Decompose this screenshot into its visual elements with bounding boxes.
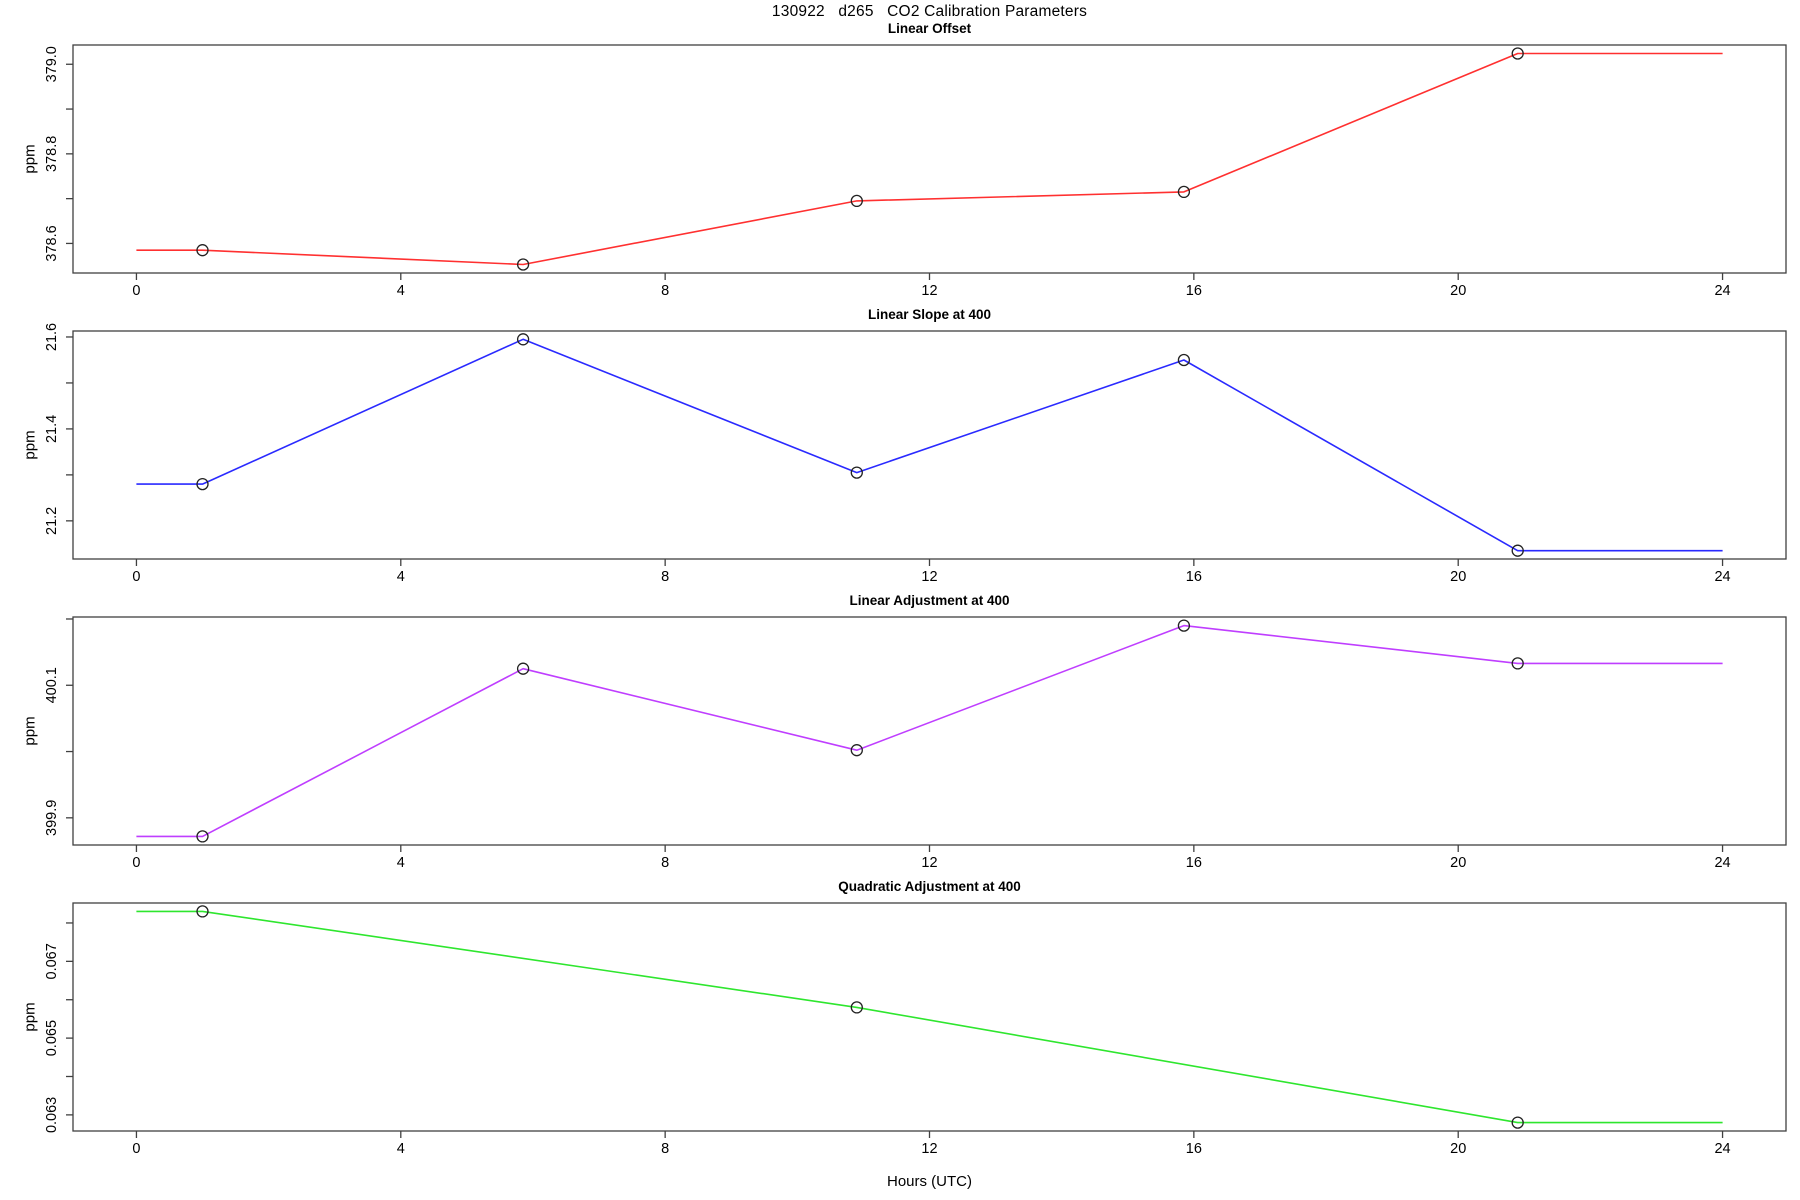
- panel-0: 0 4 8 12 16 20 24 378.6 378.8 379.0: [44, 44, 1787, 299]
- x-tick-label: 12: [921, 1141, 937, 1157]
- y-tick-label: 378.6: [44, 225, 60, 261]
- x-tick-label: 4: [397, 1141, 405, 1157]
- page-title: 130922 d265 CO2 Calibration Parameters: [771, 3, 1088, 20]
- data-point-marker: [850, 466, 863, 479]
- x-tick-label: 12: [921, 283, 937, 299]
- data-point-marker: [850, 194, 863, 208]
- data-point-marker: [1177, 353, 1191, 367]
- y-axis-label-ppm-3: ppm: [21, 716, 39, 746]
- y-tick-label: 21.2: [44, 507, 60, 535]
- x-tick-label: 20: [1450, 569, 1466, 585]
- x-tick-label: 12: [921, 855, 937, 871]
- panel-title-linear-slope: Linear Slope at 400: [867, 307, 992, 322]
- x-tick-label: 16: [1186, 855, 1202, 871]
- x-tick-label: 0: [132, 1141, 140, 1157]
- x-tick-label: 0: [132, 855, 140, 871]
- x-axis-label: Hours (UTC): [887, 1173, 972, 1190]
- series-line: [136, 52, 1723, 266]
- x-tick-label: 24: [1714, 283, 1730, 299]
- x-tick-label: 20: [1450, 283, 1466, 299]
- y-tick-label: 0.067: [44, 943, 60, 979]
- data-point-marker: [1511, 1116, 1524, 1129]
- x-tick-label: 24: [1714, 569, 1730, 585]
- series-line: [136, 624, 1723, 838]
- panel-title-quadratic-adjustment: Quadratic Adjustment at 400: [838, 879, 1021, 894]
- x-tick-label: 8: [661, 1141, 669, 1157]
- data-point-marker: [1177, 619, 1191, 632]
- data-point-marker: [516, 258, 530, 271]
- data-point-marker: [850, 1001, 863, 1014]
- x-tick-label: 8: [661, 855, 669, 871]
- data-point-marker: [1511, 47, 1524, 60]
- x-tick-label: 4: [397, 283, 405, 299]
- data-point-marker: [1511, 544, 1524, 557]
- y-tick-label: 378.8: [44, 136, 60, 172]
- x-tick-label: 20: [1450, 1141, 1466, 1157]
- plot-border: [72, 330, 1787, 560]
- panel-3: 0 4 8 12 16 20 24 0.063 0.065 0.067: [44, 902, 1787, 1157]
- y-tick-label: 21.6: [44, 323, 60, 351]
- data-point-marker: [850, 744, 863, 757]
- data-point-marker: [196, 830, 209, 843]
- data-point-marker: [196, 905, 209, 918]
- plot-border: [72, 616, 1787, 846]
- x-tick-label: 8: [661, 283, 669, 299]
- data-point-marker: [196, 244, 209, 257]
- y-tick-label: 399.9: [44, 800, 60, 836]
- x-tick-label: 12: [921, 569, 937, 585]
- panel-title-linear-adjustment: Linear Adjustment at 400: [849, 593, 1010, 608]
- x-tick-label: 0: [132, 283, 140, 299]
- data-point-marker: [516, 333, 530, 346]
- data-point-marker: [1511, 657, 1524, 670]
- y-tick-label: 0.063: [44, 1097, 60, 1133]
- y-axis-label-ppm-4: ppm: [21, 1002, 39, 1032]
- x-tick-label: 0: [132, 569, 140, 585]
- data-point-marker: [196, 477, 209, 491]
- x-tick-label: 20: [1450, 855, 1466, 871]
- x-tick-label: 24: [1714, 1141, 1730, 1157]
- x-tick-label: 16: [1186, 569, 1202, 585]
- y-axis-label-ppm-1: ppm: [21, 144, 39, 174]
- x-tick-label: 16: [1186, 283, 1202, 299]
- series-line: [136, 910, 1723, 1124]
- y-tick-label: 379.0: [44, 46, 60, 82]
- series-line: [136, 338, 1723, 552]
- y-tick-label: 0.065: [44, 1020, 60, 1056]
- y-tick-label: 21.4: [44, 415, 60, 443]
- y-tick-label: 400.1: [44, 667, 60, 703]
- panel-title-linear-offset: Linear Offset: [887, 21, 972, 36]
- panel-2: 0 4 8 12 16 20 24 399.9 400.1: [44, 616, 1787, 871]
- data-point-marker: [1177, 185, 1191, 199]
- plot-border: [72, 902, 1787, 1132]
- x-tick-label: 4: [397, 569, 405, 585]
- x-tick-label: 8: [661, 569, 669, 585]
- panel-1: 0 4 8 12 16 20 24 21.2 21.4 21.6: [44, 323, 1787, 585]
- data-point-marker: [516, 662, 530, 675]
- x-tick-label: 4: [397, 855, 405, 871]
- x-tick-label: 24: [1714, 855, 1730, 871]
- x-tick-label: 16: [1186, 1141, 1202, 1157]
- plot-border: [72, 44, 1787, 274]
- y-axis-label-ppm-2: ppm: [21, 430, 39, 460]
